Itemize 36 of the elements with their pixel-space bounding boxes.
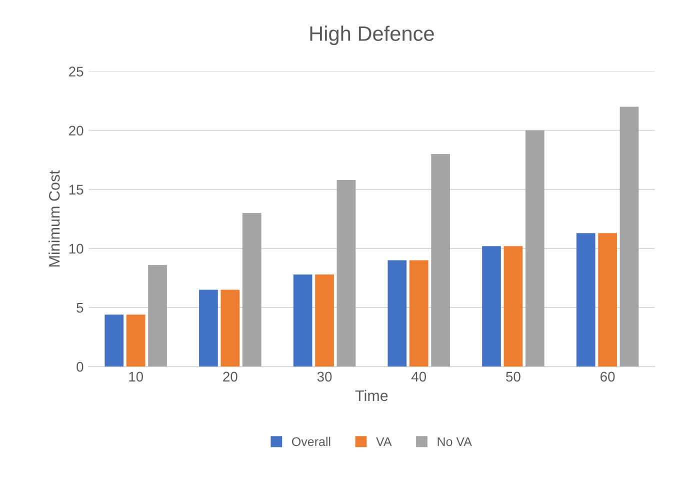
bar	[504, 246, 523, 367]
bar	[388, 260, 407, 367]
bar	[525, 130, 544, 367]
y-tick-label: 20	[69, 126, 84, 136]
bar	[620, 106, 639, 367]
y-axis-title: Minimum Cost	[48, 170, 60, 266]
bar	[431, 154, 450, 367]
legend-label: VA	[376, 437, 392, 446]
bar	[104, 314, 124, 367]
x-tick-label: 60	[600, 372, 615, 382]
bar	[242, 213, 262, 367]
y-tick-label: 25	[69, 66, 84, 77]
x-tick-label: 30	[317, 372, 332, 382]
x-tick-label: 10	[129, 372, 144, 382]
chart-title: High Defence	[310, 26, 434, 46]
y-tick-label: 10	[69, 244, 84, 254]
y-tick-label: 15	[69, 184, 84, 195]
bar	[220, 290, 240, 367]
bar	[576, 233, 596, 367]
bar	[598, 233, 617, 367]
bar	[315, 274, 334, 367]
bar	[336, 180, 356, 367]
x-tick-label: 20	[223, 372, 238, 382]
y-tick-label: 5	[76, 302, 84, 313]
legend-label: Overall	[292, 436, 330, 446]
bar	[409, 260, 428, 367]
bar	[148, 264, 167, 367]
x-tick-label: 40	[411, 372, 426, 382]
bar	[482, 246, 501, 367]
bar	[126, 314, 146, 367]
legend-label: No VA	[438, 437, 472, 446]
x-tick-label: 50	[506, 372, 520, 382]
bar	[199, 290, 218, 367]
x-axis-title: Time	[355, 390, 388, 402]
bar	[293, 274, 312, 367]
y-tick-label: 0	[76, 362, 84, 372]
